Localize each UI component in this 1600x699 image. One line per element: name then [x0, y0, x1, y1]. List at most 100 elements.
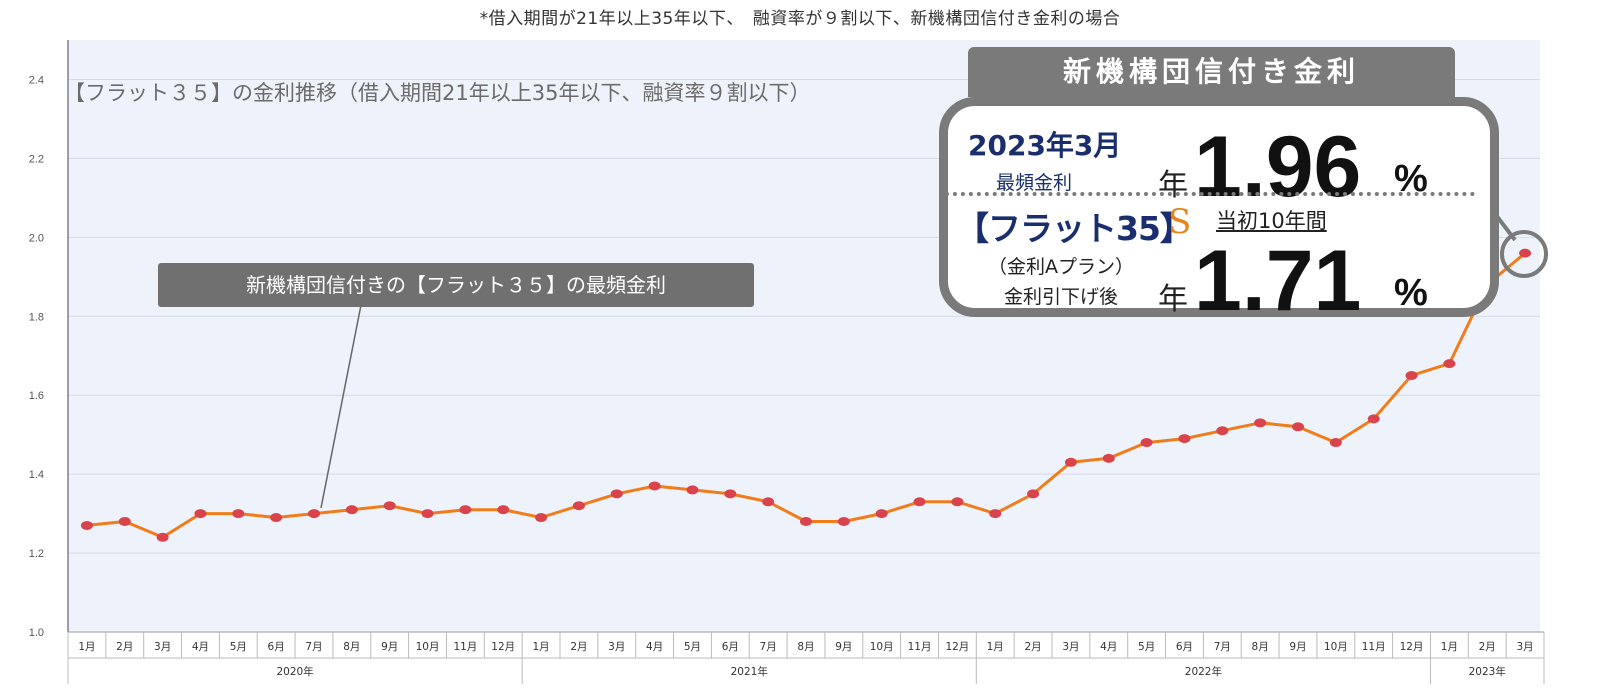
y-tick-labels: 1.0 1.2 1.4 1.6 1.8 2.0 2.2 2.4	[29, 74, 44, 639]
data-point	[875, 509, 888, 519]
x-tick-label: 5月	[684, 641, 701, 653]
per-year-label-2: 年	[1158, 282, 1188, 317]
y-tick-label: 2.2	[29, 153, 44, 165]
x-tick-label: 9月	[381, 641, 398, 653]
x-tick-label: 1月	[532, 641, 549, 653]
x-tick-label: 8月	[343, 641, 360, 653]
x-tick-label: 4月	[192, 641, 209, 653]
chart-title: 【フラット３５】の金利推移（借入期間21年以上35年以下、融資率９割以下）	[64, 81, 810, 105]
y-tick-label: 1.4	[29, 469, 44, 481]
data-point	[118, 516, 131, 526]
x-tick-label: 2月	[116, 641, 133, 653]
data-point	[800, 516, 812, 526]
highlight-ring	[1500, 230, 1548, 278]
reduced-rate-percent: %	[1394, 272, 1428, 314]
year-label: 2020年	[276, 665, 313, 678]
data-point	[913, 497, 926, 507]
x-tick-label: 2月	[570, 641, 587, 653]
x-tick-label: 3月	[1062, 641, 1079, 653]
data-point	[232, 509, 245, 519]
flat35-logo: 【フラット35】	[956, 209, 1193, 248]
x-tick-label: 12月	[1400, 641, 1424, 653]
data-point	[535, 513, 548, 523]
x-tick-label: 10月	[416, 641, 440, 653]
x-tick-label: 6月	[268, 641, 285, 653]
x-tick-label: 9月	[835, 641, 852, 653]
dotted-divider	[945, 192, 1475, 196]
x-axis: 1月 2月 3月 4月 5月 6月 7月 8月 9月 10月 11月 12月 1月 2月 3月 4月 5月 6月 7…	[67, 631, 1545, 684]
data-point	[421, 509, 434, 519]
x-tick-label: 12月	[945, 641, 969, 653]
mode-rate-value: 1.96	[1194, 119, 1362, 215]
series-callout: 新機構団信付きの【フラット３５】の最頻金利	[158, 263, 754, 307]
callout-leader-line	[320, 299, 363, 509]
data-point	[724, 489, 737, 499]
data-point	[270, 513, 283, 523]
x-tick-label: 5月	[230, 641, 247, 653]
x-tick-label: 4月	[646, 641, 663, 653]
initial-period-label: 当初10年間	[1216, 209, 1327, 233]
x-tick-label: 11月	[453, 641, 477, 653]
y-tick-label: 2.4	[29, 74, 44, 86]
info-date: 2023年3月	[968, 129, 1122, 162]
data-point	[156, 532, 169, 542]
x-tick-label: 1月	[987, 641, 1004, 653]
data-point	[1027, 489, 1040, 499]
info-box-title: 新機構団信付き金利	[968, 47, 1455, 97]
x-tick-label: 11月	[1362, 641, 1386, 653]
x-tick-label: 6月	[1176, 641, 1193, 653]
x-tick-label: 1月	[78, 641, 95, 653]
data-point	[1140, 438, 1153, 448]
data-point	[1329, 438, 1342, 448]
data-point	[610, 489, 623, 499]
x-tick-label: 8月	[797, 641, 814, 653]
year-label: 2021年	[731, 665, 768, 678]
x-tick-label: 6月	[722, 641, 739, 653]
x-tick-label: 2月	[1024, 641, 1041, 653]
data-point	[648, 481, 661, 491]
data-point	[1443, 359, 1456, 369]
x-tick-label: 8月	[1252, 641, 1269, 653]
data-point	[1519, 248, 1532, 258]
plan-label: （金利Aプラン）	[988, 256, 1134, 278]
data-point	[1216, 426, 1229, 436]
data-point	[383, 501, 396, 511]
year-label: 2023年	[1469, 665, 1506, 678]
x-tick-label: 3月	[154, 641, 171, 653]
x-tick-label: 3月	[608, 641, 625, 653]
per-year-label: 年	[1158, 168, 1188, 203]
data-point	[308, 509, 320, 519]
data-point	[686, 485, 699, 495]
data-point	[951, 497, 964, 507]
data-point	[1254, 418, 1267, 428]
x-tick-label: 10月	[870, 641, 894, 653]
data-point	[1292, 422, 1304, 432]
data-point	[572, 501, 585, 511]
x-tick-label: 12月	[491, 641, 515, 653]
y-tick-label: 1.8	[29, 311, 44, 323]
data-point	[1367, 414, 1380, 424]
y-tick-label: 2.0	[29, 232, 44, 244]
x-tick-label: 7月	[305, 641, 322, 653]
s-logo: S	[1168, 202, 1192, 242]
info-box: 2023年3月 最頻金利 年 1.96 % 【フラット35】 S 当初10年間 …	[939, 97, 1499, 324]
x-tick-label: 5月	[1138, 641, 1155, 653]
mode-rate-label: 最頻金利	[996, 172, 1073, 194]
x-tick-label: 10月	[1324, 641, 1348, 653]
x-tick-label: 9月	[1289, 641, 1306, 653]
data-point	[1064, 457, 1077, 467]
y-tick-label: 1.0	[29, 627, 44, 639]
data-point	[1102, 453, 1115, 463]
after-reduction-label: 金利引下げ後	[1004, 286, 1119, 308]
y-tick-label: 1.2	[29, 548, 44, 560]
data-point	[989, 509, 1002, 519]
data-point	[837, 516, 850, 526]
footnote: *借入期間が21年以上35年以下、 融資率が９割以下、新機構団信付き金利の場合	[479, 9, 1121, 29]
data-point	[497, 505, 510, 515]
data-point	[459, 505, 472, 515]
data-point	[345, 505, 358, 515]
x-tick-label: 7月	[760, 641, 777, 653]
data-point	[1178, 434, 1191, 444]
x-tick-label: 1月	[1441, 641, 1458, 653]
data-point	[1405, 370, 1418, 380]
